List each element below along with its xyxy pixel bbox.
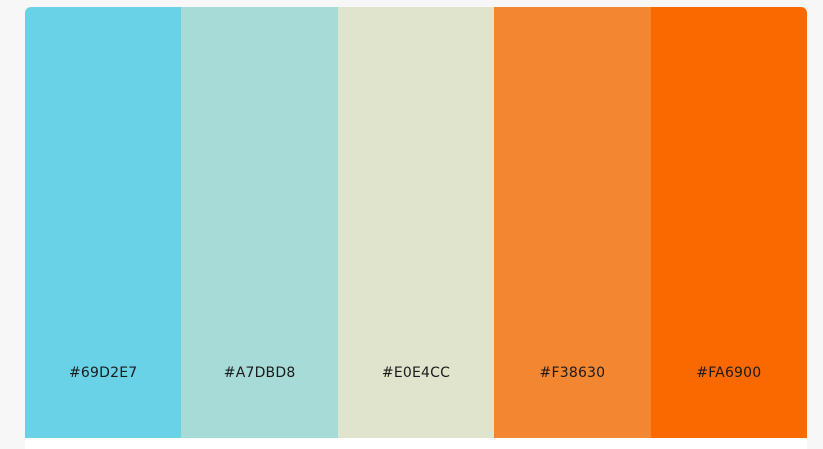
hex-code-label[interactable]: #E0E4CC [381,365,451,381]
color-swatch-3[interactable]: #E0E4CC [337,7,495,438]
color-swatch-2[interactable]: #A7DBD8 [181,7,338,438]
hex-code-label[interactable]: #FA6900 [696,365,762,381]
palette-footer [25,438,807,449]
hex-code-label[interactable]: #69D2E7 [69,365,138,381]
color-swatch-4[interactable]: #F38630 [494,7,651,438]
color-palette: #69D2E7 #A7DBD8 #E0E4CC #F38630 #FA6900 [25,7,807,438]
hex-code-label[interactable]: #F38630 [539,365,606,381]
color-swatch-1[interactable]: #69D2E7 [25,7,182,438]
hex-code-label[interactable]: #A7DBD8 [223,365,296,381]
color-swatch-5[interactable]: #FA6900 [650,7,807,438]
